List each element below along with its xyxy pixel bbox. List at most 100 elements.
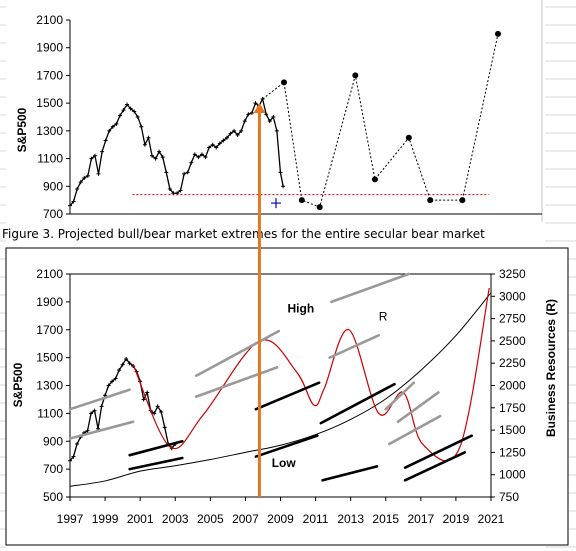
top-sp500-point [217,141,222,146]
high-channel-segment [387,414,442,446]
top-sp500-point [235,133,240,138]
low-channel-segment [403,434,474,470]
bottom-sp500-point [162,425,167,430]
top-sp500-point [214,145,219,150]
bottom-x-tick-label: 2017 [407,512,434,526]
bottom-sp500-point [75,442,80,447]
top-y-tick-label: 1700 [36,68,63,82]
bottom-sp500-point [68,458,72,463]
bottom-sp500-point [99,404,104,409]
bottom-x-tick-label: 2005 [197,512,224,526]
bottom-axes: 500 700 900 1100 1300 1500 1700 1900 2100 750 1000… [36,267,526,526]
top-sp500-point [160,155,165,160]
bottom-y-tick-label: 900 [43,434,63,448]
top-sp500-point [178,188,183,193]
bottom-sp500-point [85,428,90,433]
top-projected-extreme-point [427,197,434,204]
bottom-y-tick-label: 1100 [37,406,63,420]
top-y-tick-label: 2100 [36,13,63,27]
bottom-y2-tick-label: 2250 [499,356,526,370]
top-sp500-point [185,170,190,175]
bottom-x-tick-label: 2013 [337,512,364,526]
bottom-y2-tick-label: 750 [499,490,519,504]
top-projected-extreme-point [298,197,305,204]
bottom-sp500-point [141,397,146,402]
top-projected-extreme-point [281,79,287,86]
top-y-tick-label: 1300 [36,124,63,138]
low-channel-segment [319,382,396,425]
bottom-y-tick-label: 500 [43,490,63,504]
top-sp500-point [100,149,105,154]
top-sp500-point [110,124,115,129]
low-channel-segment [254,381,321,411]
top-sp500-point [246,112,251,117]
bottom-y2-axis-label: Business Resources (R) [544,299,558,437]
bottom-y-tick-label: 1500 [36,351,63,365]
business-resources-curve [69,292,492,487]
top-sp500-point [132,109,137,114]
bottom-sp500-point [113,376,118,381]
bottom-sp500-point [117,368,122,373]
top-y-tick-label: 900 [43,179,63,193]
top-sp500-point [117,113,122,118]
bottom-y2-tick-label: 2500 [499,334,526,348]
bottom-sp500-point [124,357,129,362]
top-sp500-point [85,173,90,178]
top-sp500-point [221,138,226,143]
low-channel-segment [403,451,466,482]
high-channel-segment [195,329,281,378]
top-projected-extreme-point [459,197,466,204]
bottom-sp500-point [127,361,132,366]
low-channel-segment [128,456,184,471]
top-sp500-point [153,156,158,161]
top-sp500-point [125,102,130,107]
top-sp500-point [199,152,204,157]
high-channel-segment [396,391,440,424]
top-sp500-point [82,175,87,180]
top-y-tick-label: 1500 [36,96,63,110]
top-sp500-point [253,101,258,106]
top-y-axis: 700 900 1100 1300 1500 1700 1900 2100 [36,13,542,221]
bottom-y2-tick-label: 2750 [499,312,526,326]
low-channel-segment [254,434,319,458]
top-sp500-point [249,110,254,115]
low-channel-segment [128,439,184,457]
top-sp500-point [167,187,172,192]
bottom-sp500-point [152,411,157,416]
top-sp500-point [271,115,276,119]
top-sp500-point [264,112,269,117]
low-channel-segment [321,465,379,482]
top-projected-extreme-point [316,204,323,211]
top-sp500-point [242,119,247,124]
high-channel-segment [68,388,131,411]
top-projected-extreme-point [405,134,412,141]
top-sp500-point [68,203,72,208]
top-sp500-point [228,131,233,136]
bottom-x-tick-label: 2007 [232,512,259,526]
top-projected-extreme-point [371,176,378,183]
top-sp500-point [128,106,133,111]
top-sp500-point [207,145,212,150]
top-sp500-point [135,115,140,119]
top-sp500-point [121,108,126,113]
orange-arrow-head [253,102,266,113]
annotation-high: High [288,301,315,315]
top-sp500-point [75,187,80,192]
top-projected-extreme-point [352,72,359,79]
high-channel-segment [195,366,279,398]
bottom-plot-area: High R Low [68,272,492,487]
bottom-y-tick-label: 2100 [36,267,63,281]
top-sp500-point [142,142,147,147]
top-sp500-point [89,156,94,161]
bottom-y2-tick-label: 1500 [499,423,526,437]
top-projected-extreme-point [495,30,501,37]
top-sp500-point [232,128,237,133]
top-sp500-point [192,152,197,157]
bottom-sp500-point [89,411,94,416]
top-sp500-point [164,170,169,175]
top-sp500-point [146,135,151,140]
bottom-y2-tick-label: 1000 [499,468,526,482]
bottom-sp500-point [106,383,111,388]
top-sp500-point [96,171,101,176]
